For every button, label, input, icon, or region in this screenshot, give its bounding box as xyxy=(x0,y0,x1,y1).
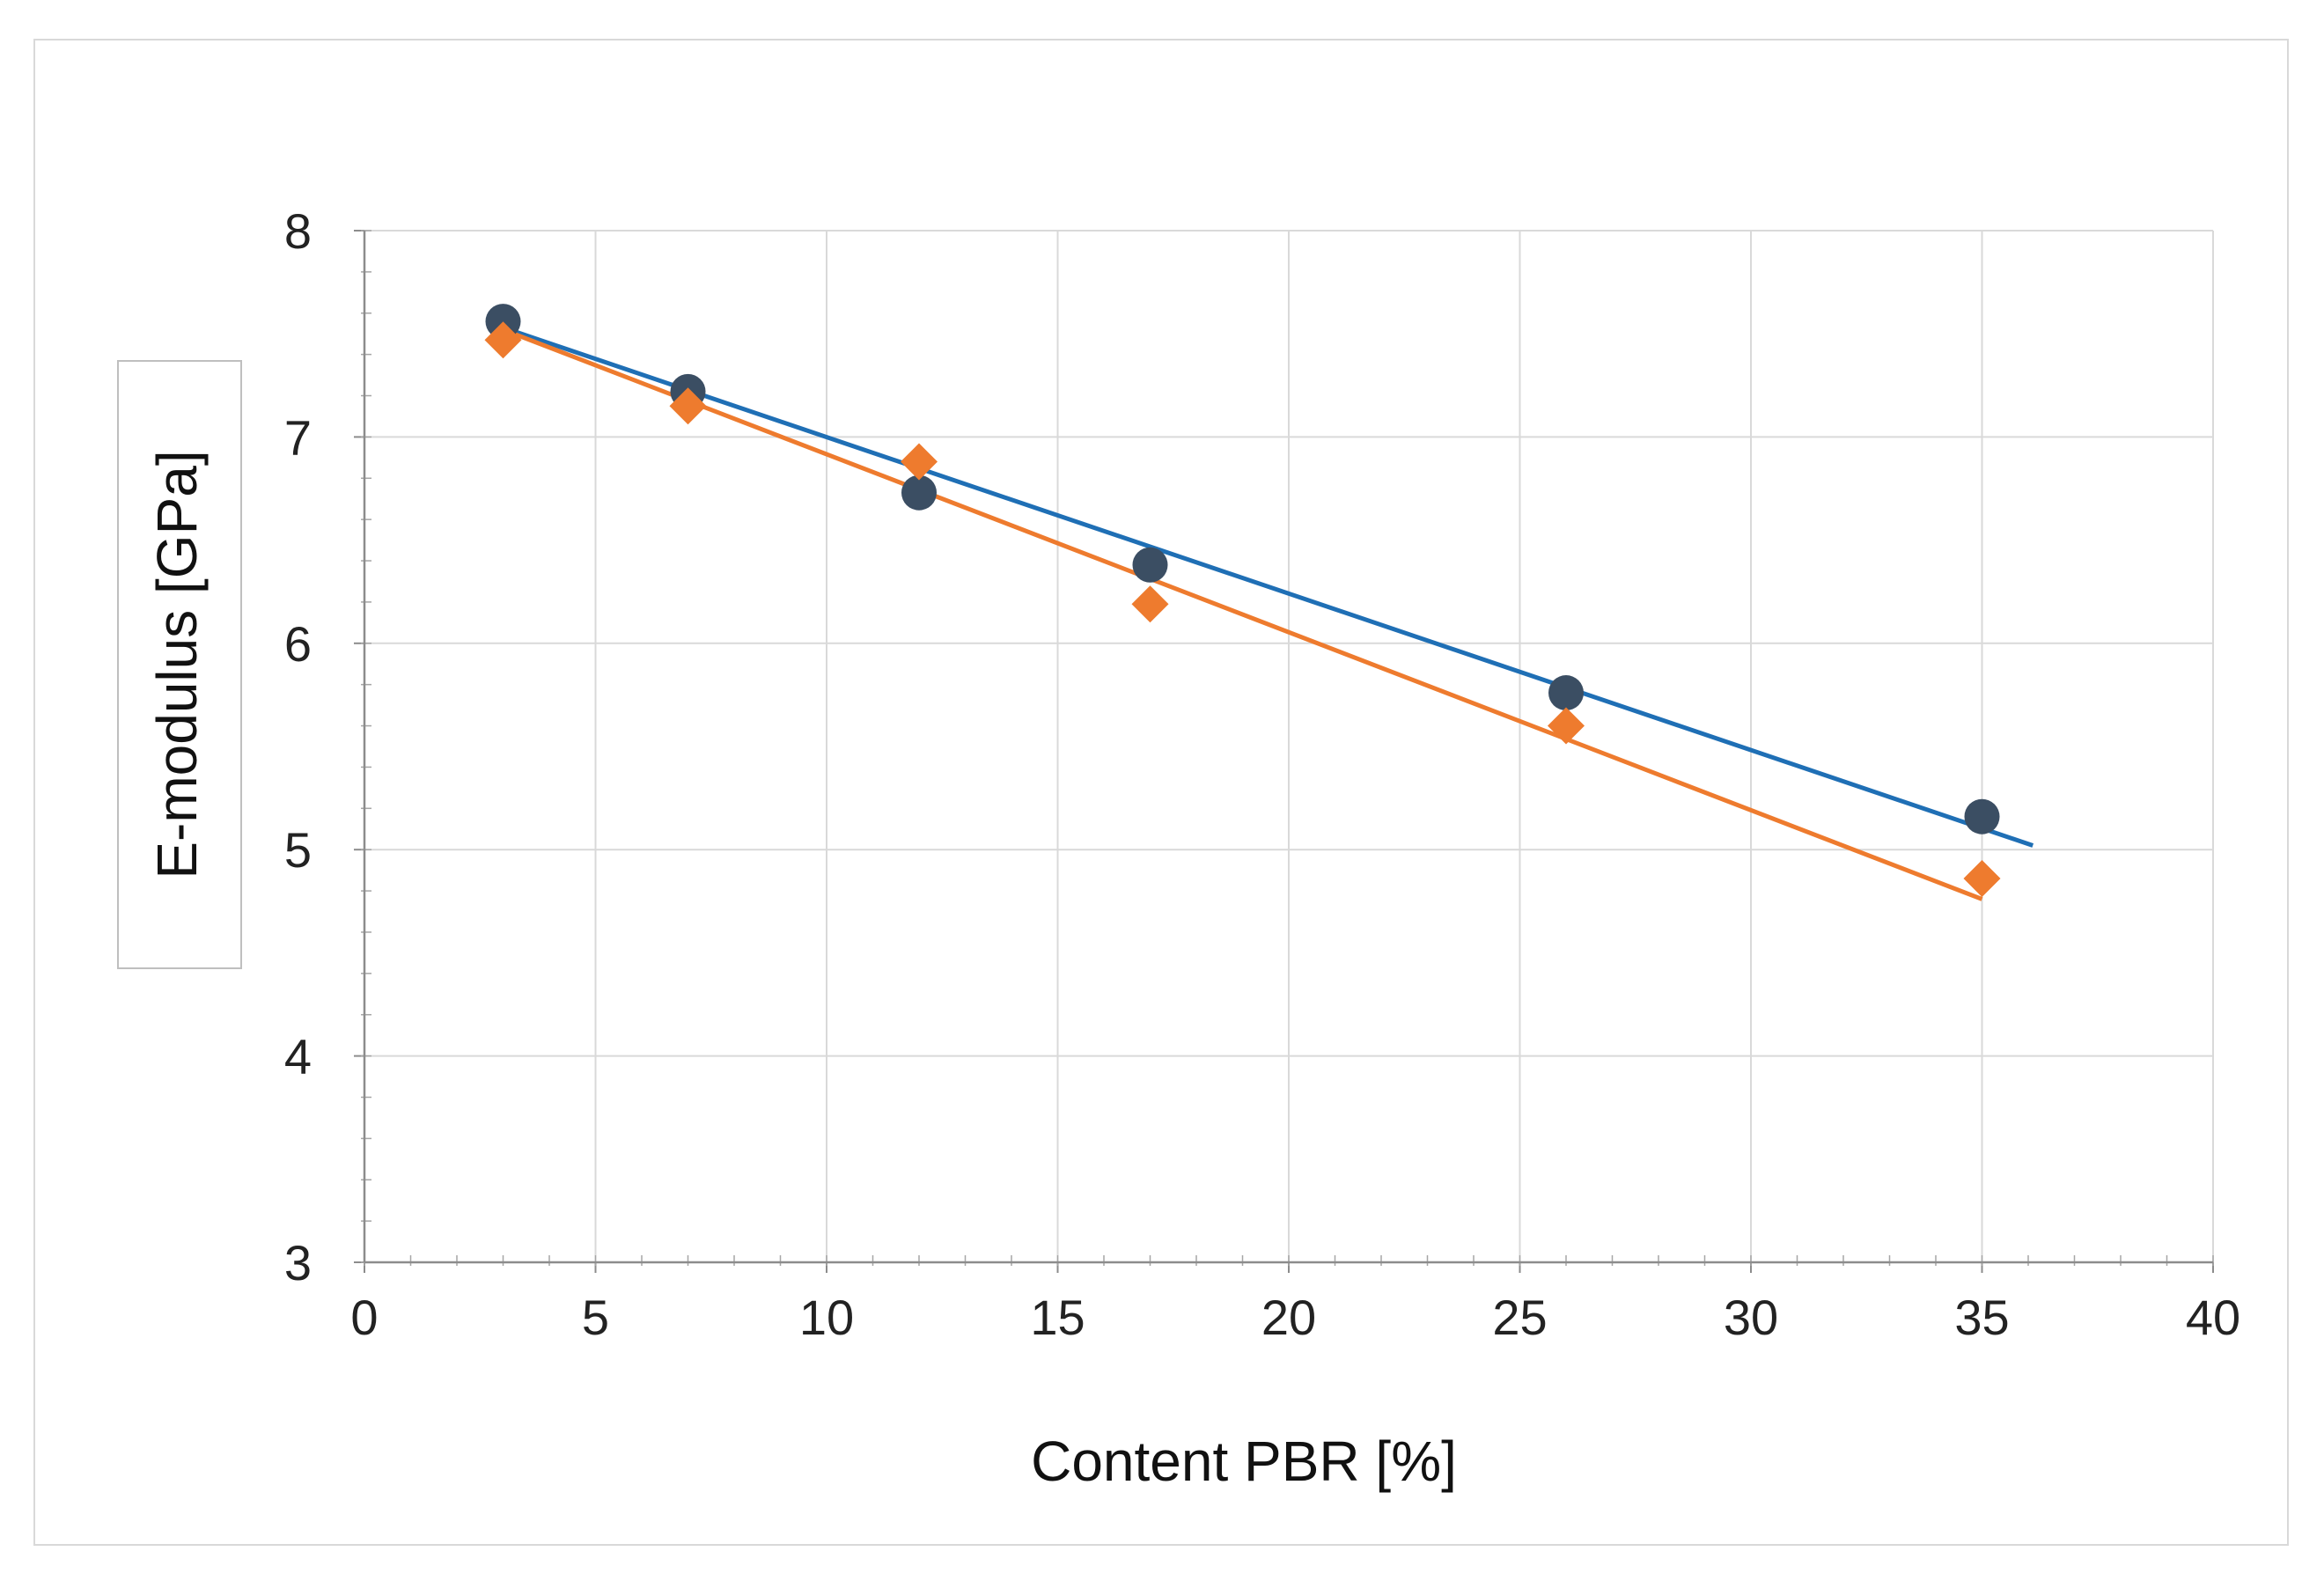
x-tick-label: 10 xyxy=(799,1290,854,1345)
markers xyxy=(484,304,2001,898)
x-tick-label: 20 xyxy=(1261,1290,1316,1345)
x-tick-label: 35 xyxy=(1954,1290,2009,1345)
x-tick-label: 15 xyxy=(1030,1290,1085,1345)
data-point-series-2 xyxy=(484,321,522,359)
x-tick-label: 0 xyxy=(350,1290,378,1345)
data-point-series-1 xyxy=(1132,547,1168,583)
chart-frame xyxy=(33,39,2289,1546)
x-tick-label: 25 xyxy=(1492,1290,1547,1345)
y-tick-label: 5 xyxy=(284,822,312,878)
data-point-series-1 xyxy=(485,304,521,340)
x-tick-label: 5 xyxy=(582,1290,609,1345)
y-axis-title-box xyxy=(117,360,242,969)
data-point-series-2 xyxy=(1548,707,1585,745)
data-point-series-2 xyxy=(1963,860,2001,898)
x-tick-label: 30 xyxy=(1724,1290,1778,1345)
y-tick-label: 3 xyxy=(284,1235,312,1290)
y-tick-label: 4 xyxy=(284,1029,312,1084)
y-tick-label: 7 xyxy=(284,409,312,465)
axes xyxy=(354,230,2214,1273)
y-tick-label: 6 xyxy=(284,616,312,672)
x-axis-title: Content PBR [%] xyxy=(1031,1430,1457,1493)
tick-labels: 0 5 10 15 20 25 30 35 40 3 4 5 6 7 8 xyxy=(284,203,2240,1345)
trendline-series-1 xyxy=(502,325,2034,848)
trendlines xyxy=(502,325,2034,901)
y-tick-label: 8 xyxy=(284,203,312,259)
y-axis-title: E-modulus [GPa] xyxy=(145,450,209,879)
trendline-series-2 xyxy=(502,327,1983,901)
data-point-series-2 xyxy=(901,443,938,481)
data-point-series-2 xyxy=(1131,585,1169,623)
data-point-series-2 xyxy=(669,387,707,425)
data-point-series-1 xyxy=(1964,798,2000,834)
x-tick-label: 40 xyxy=(2186,1290,2240,1345)
data-point-series-1 xyxy=(901,474,937,511)
data-point-series-1 xyxy=(1548,675,1584,711)
